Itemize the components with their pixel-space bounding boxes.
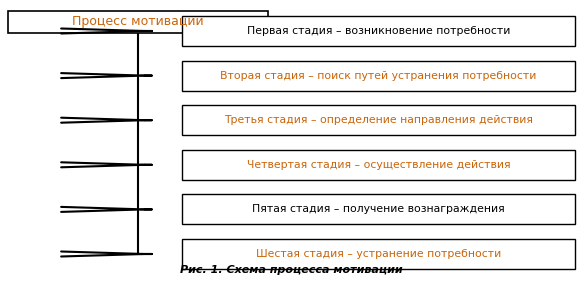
Text: Процесс мотивации: Процесс мотивации [72, 15, 204, 28]
Text: Вторая стадия – поиск путей устранения потребности: Вторая стадия – поиск путей устранения п… [220, 71, 537, 81]
Text: Четвертая стадия – осуществление действия: Четвертая стадия – осуществление действи… [247, 160, 510, 170]
Bar [182, 194, 575, 225]
Bar [182, 239, 575, 269]
Bar [182, 150, 575, 180]
Text: Первая стадия – возникновение потребности: Первая стадия – возникновение потребност… [247, 26, 510, 36]
Bar [182, 61, 575, 90]
Text: Пятая стадия – получение вознаграждения: Пятая стадия – получение вознаграждения [252, 204, 505, 214]
Text: Третья стадия – определение направления действия: Третья стадия – определение направления … [224, 115, 533, 125]
Bar [182, 16, 575, 46]
Bar [8, 11, 268, 33]
Text: Рис. 1. Схема процесса мотивации: Рис. 1. Схема процесса мотивации [180, 265, 402, 275]
Bar [182, 105, 575, 135]
Text: Шестая стадия – устранение потребности: Шестая стадия – устранение потребности [256, 249, 501, 259]
